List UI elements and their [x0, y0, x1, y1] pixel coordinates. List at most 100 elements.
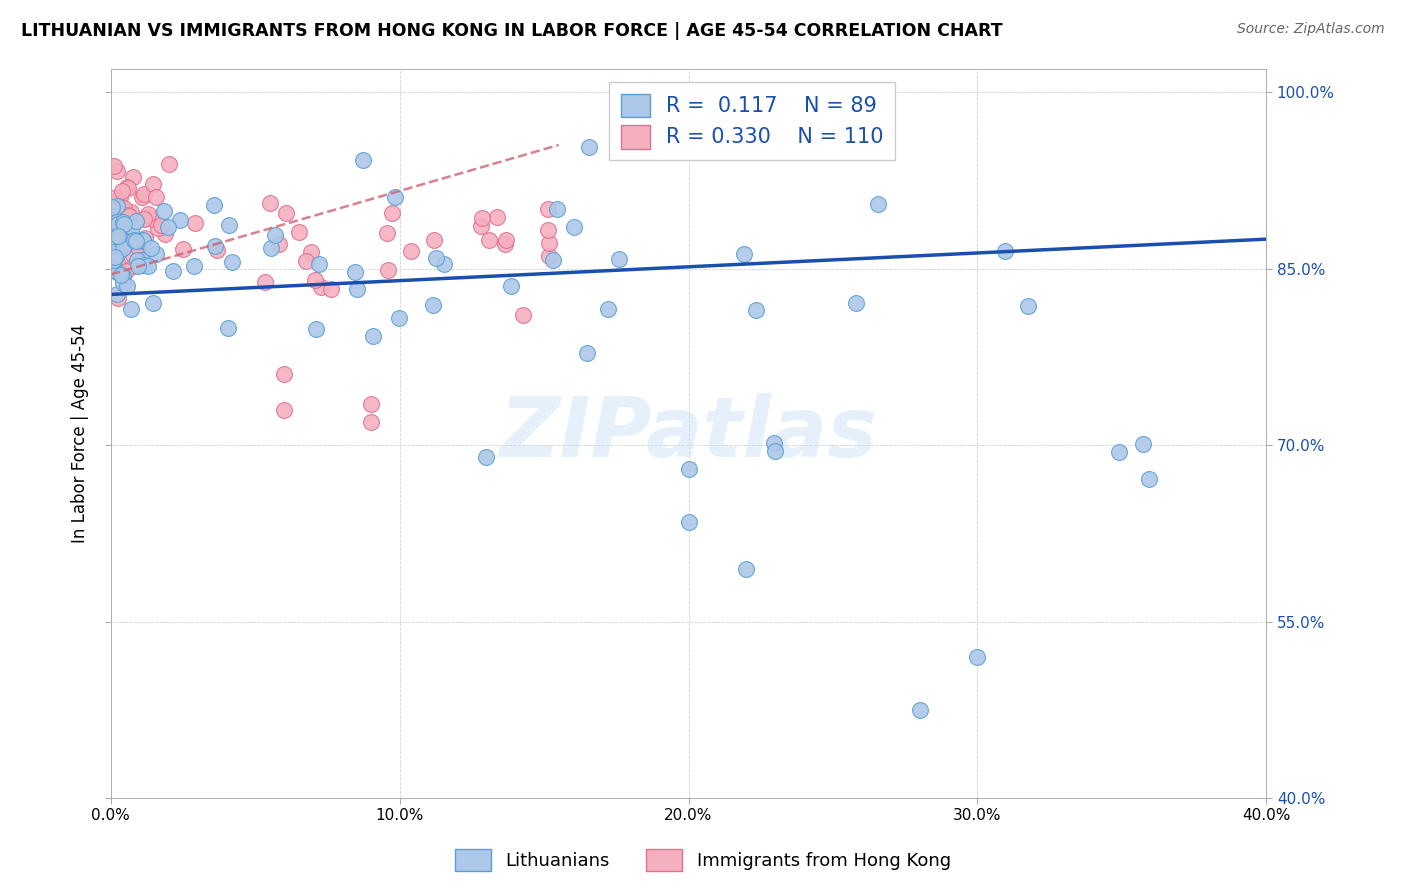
Point	[537, 223, 560, 237]
Point	[100, 235, 122, 249]
Point	[124, 234, 146, 248]
Point	[122, 170, 145, 185]
Point	[183, 216, 205, 230]
Point	[131, 252, 153, 267]
Point	[101, 201, 124, 215]
Point	[388, 310, 411, 325]
Point	[399, 244, 422, 258]
Point	[104, 207, 127, 221]
Point	[114, 213, 136, 227]
Point	[100, 230, 122, 244]
Point	[107, 291, 129, 305]
Point	[475, 450, 498, 464]
Point	[115, 222, 138, 236]
Point	[118, 213, 141, 227]
Point	[845, 296, 868, 310]
Point	[103, 247, 125, 261]
Point	[112, 205, 135, 219]
Point	[101, 215, 124, 229]
Point	[537, 202, 560, 216]
Point	[131, 190, 153, 204]
Point	[115, 180, 138, 194]
Point	[105, 194, 128, 209]
Point	[117, 181, 139, 195]
Point	[132, 258, 155, 272]
Point	[309, 279, 332, 293]
Point	[125, 214, 148, 228]
Point	[105, 255, 128, 269]
Point	[117, 233, 139, 247]
Point	[868, 197, 890, 211]
Point	[112, 224, 135, 238]
Point	[112, 225, 135, 239]
Point	[114, 264, 136, 278]
Point	[360, 397, 382, 411]
Point	[148, 221, 170, 235]
Point	[172, 242, 194, 256]
Point	[103, 252, 125, 267]
Point	[162, 264, 184, 278]
Point	[107, 246, 129, 260]
Point	[319, 282, 342, 296]
Point	[966, 649, 988, 664]
Point	[121, 259, 143, 273]
Point	[105, 199, 128, 213]
Point	[110, 219, 132, 233]
Text: LITHUANIAN VS IMMIGRANTS FROM HONG KONG IN LABOR FORCE | AGE 45-54 CORRELATION C: LITHUANIAN VS IMMIGRANTS FROM HONG KONG …	[21, 22, 1002, 40]
Point	[470, 219, 492, 233]
Point	[114, 236, 136, 251]
Point	[495, 234, 517, 248]
Point	[125, 234, 148, 248]
Point	[132, 186, 155, 201]
Point	[155, 227, 177, 241]
Point	[305, 321, 328, 335]
Point	[221, 255, 243, 269]
Point	[425, 251, 447, 265]
Point	[384, 189, 406, 203]
Point	[136, 207, 159, 221]
Point	[131, 233, 153, 247]
Point	[274, 206, 297, 220]
Point	[103, 159, 125, 173]
Point	[304, 273, 326, 287]
Point	[125, 252, 148, 267]
Point	[149, 218, 172, 232]
Point	[260, 242, 283, 256]
Point	[131, 234, 153, 248]
Point	[733, 247, 755, 261]
Point	[101, 229, 124, 244]
Point	[139, 241, 162, 255]
Point	[104, 223, 127, 237]
Point	[108, 265, 131, 279]
Point	[609, 252, 631, 267]
Point	[112, 268, 135, 283]
Text: Source: ZipAtlas.com: Source: ZipAtlas.com	[1237, 22, 1385, 37]
Point	[132, 211, 155, 226]
Point	[157, 157, 180, 171]
Point	[127, 239, 149, 253]
Point	[352, 153, 374, 167]
Point	[145, 247, 167, 261]
Point	[127, 260, 149, 274]
Point	[1108, 444, 1130, 458]
Point	[259, 195, 281, 210]
Point	[100, 253, 122, 268]
Point	[111, 184, 134, 198]
Point	[128, 235, 150, 249]
Point	[112, 217, 135, 231]
Point	[101, 207, 124, 221]
Point	[110, 268, 132, 282]
Point	[578, 140, 600, 154]
Point	[735, 561, 758, 575]
Point	[564, 220, 586, 235]
Point	[103, 205, 125, 219]
Y-axis label: In Labor Force | Age 45-54: In Labor Force | Age 45-54	[72, 324, 89, 543]
Point	[132, 233, 155, 247]
Point	[153, 204, 176, 219]
Point	[381, 206, 404, 220]
Point	[115, 279, 138, 293]
Point	[183, 259, 205, 273]
Point	[745, 303, 768, 318]
Point	[1137, 472, 1160, 486]
Point	[263, 228, 285, 243]
